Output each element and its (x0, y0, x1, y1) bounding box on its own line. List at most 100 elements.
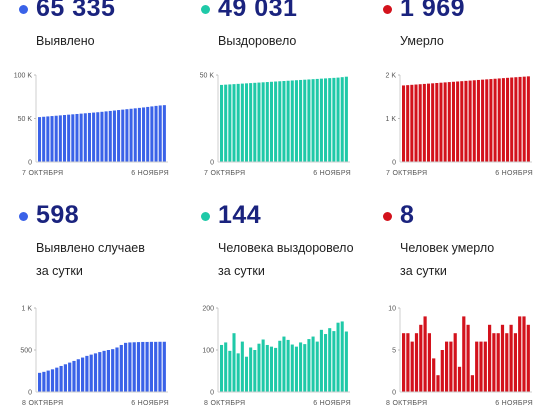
x-tick-label-start: 8 ОКТЯБРЯ (22, 400, 63, 407)
bar (514, 77, 518, 162)
bar (83, 113, 87, 162)
bar (38, 372, 42, 392)
bar (111, 349, 115, 392)
bar (522, 316, 526, 392)
bar (492, 333, 496, 392)
chart-died-total: 0 1 K 2 K 7 ОКТЯБРЯ 6 НОЯБРЯ (385, 73, 533, 178)
y-tick-label: 0 (210, 390, 214, 397)
x-tick-label-end: 6 НОЯБРЯ (131, 400, 169, 407)
bar (489, 79, 493, 162)
red-dot-icon (383, 212, 392, 221)
y-tick-label: 10 (388, 306, 396, 313)
bar (344, 331, 348, 392)
bar (315, 78, 319, 162)
bar (311, 336, 315, 392)
bar (456, 81, 460, 162)
bar (282, 81, 286, 162)
y-tick-label: 500 (20, 348, 32, 355)
bar (466, 324, 470, 392)
bar (506, 77, 510, 162)
bar (307, 79, 311, 162)
bar (220, 84, 224, 162)
bar (436, 375, 440, 392)
y-tick-label: 100 (202, 348, 214, 355)
panel-label: Выявлено (36, 34, 95, 48)
blue-dot-icon (19, 212, 28, 221)
bar (419, 324, 423, 392)
bar (269, 81, 273, 162)
panel-label: за сутки (400, 264, 447, 278)
bar (282, 336, 286, 392)
bar (42, 371, 46, 392)
bar (290, 344, 294, 392)
bar (299, 79, 303, 162)
bar (513, 333, 517, 392)
bar (410, 341, 414, 392)
bar (278, 81, 282, 162)
bar (418, 84, 422, 162)
teal-dot-icon (201, 5, 210, 14)
big-number: 65 335 (36, 0, 116, 22)
bar (224, 342, 228, 392)
bar (269, 346, 273, 392)
bar (72, 360, 76, 392)
bar (476, 79, 480, 162)
blue-dot-icon (19, 5, 28, 14)
bar (328, 78, 332, 162)
y-tick-label: 50 K (18, 116, 33, 123)
bar (162, 105, 166, 162)
bar (483, 341, 487, 392)
bar (460, 81, 464, 162)
bar (451, 81, 455, 162)
y-tick-label: 100 K (14, 73, 33, 80)
panel-label: Умерло (400, 34, 444, 48)
bar (340, 321, 344, 392)
bar (485, 79, 489, 162)
bar (119, 344, 123, 392)
big-number: 8 (400, 201, 415, 229)
bar (129, 108, 133, 162)
bar (509, 324, 513, 392)
x-tick-label-end: 6 НОЯБРЯ (313, 170, 351, 177)
bar (240, 341, 244, 392)
bar (232, 333, 236, 392)
bar (146, 106, 150, 162)
bar (249, 347, 253, 392)
bar (303, 79, 307, 162)
y-tick-label: 0 (28, 160, 32, 167)
bar (496, 333, 500, 392)
bar (402, 85, 406, 162)
bar (265, 344, 269, 392)
bar (432, 358, 436, 392)
chart-detected-daily: 0 500 1 K 8 ОКТЯБРЯ 6 НОЯБРЯ (20, 306, 169, 408)
bar (249, 83, 253, 162)
bar (449, 341, 453, 392)
bar (488, 324, 492, 392)
x-tick-label-end: 6 НОЯБРЯ (495, 170, 533, 177)
y-tick-label: 2 K (385, 73, 396, 80)
bar (124, 342, 128, 392)
panel-label: Выявлено случаев (36, 241, 145, 255)
bar (406, 85, 410, 162)
bar (150, 106, 154, 162)
bar (294, 346, 298, 392)
bar (154, 341, 158, 392)
bar (228, 84, 232, 162)
bar (93, 353, 98, 392)
bar (344, 76, 348, 162)
bar (290, 80, 294, 162)
bar (414, 84, 418, 162)
bar (315, 341, 319, 392)
x-tick-label-start: 8 ОКТЯБРЯ (386, 400, 427, 407)
bar (244, 356, 249, 392)
bar (142, 107, 146, 162)
bar (54, 115, 58, 162)
bar (50, 369, 55, 392)
bar (422, 83, 426, 162)
bar (481, 79, 485, 162)
bar (125, 109, 129, 162)
bar (470, 375, 474, 392)
bar (274, 347, 278, 392)
big-number: 144 (218, 201, 262, 229)
x-tick-label-start: 7 ОКТЯБРЯ (386, 170, 427, 177)
